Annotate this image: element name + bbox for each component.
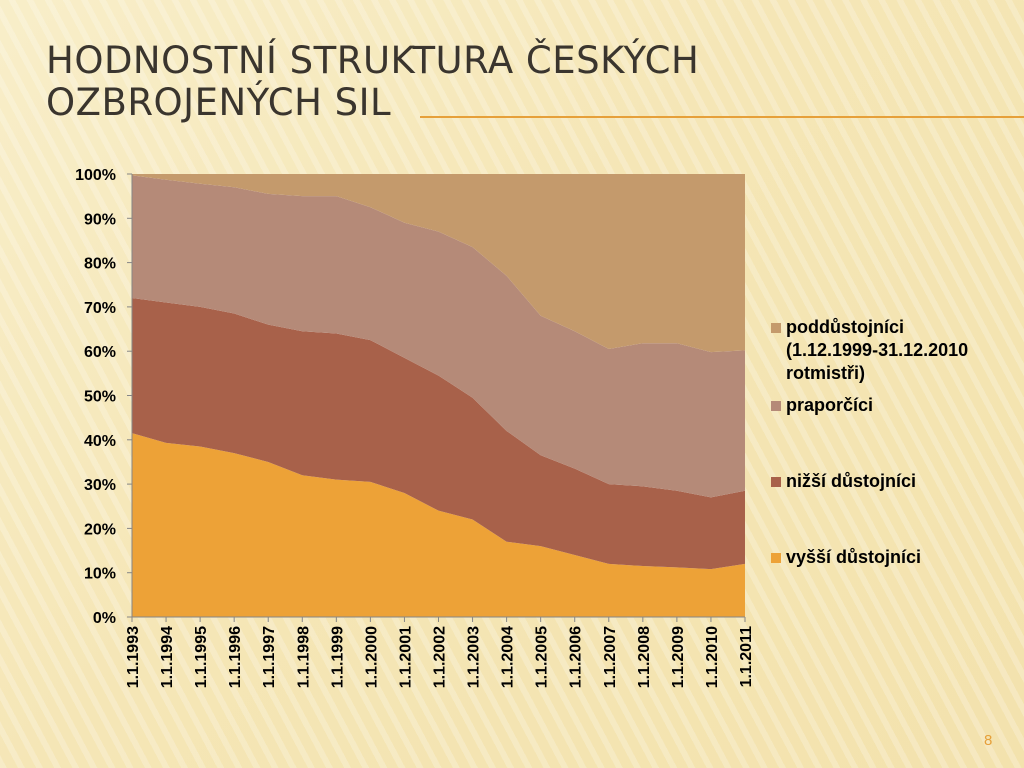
y-tick-label: 40% — [84, 433, 116, 450]
y-tick-label: 80% — [84, 256, 116, 273]
x-tick-label: 1.1.1997 — [261, 626, 278, 688]
x-tick-label: 1.1.2006 — [568, 626, 585, 688]
x-tick-label: 1.1.2009 — [670, 626, 687, 688]
x-tick-label: 1.1.2001 — [397, 626, 414, 688]
x-tick-label: 1.1.2011 — [738, 626, 755, 688]
x-tick-label: 1.1.1995 — [193, 626, 210, 688]
x-tick-label: 1.1.2010 — [704, 626, 721, 688]
y-tick-label: 60% — [84, 344, 116, 361]
y-tick-label: 20% — [84, 521, 116, 538]
x-tick-label: 1.1.2002 — [432, 626, 449, 688]
y-tick-label: 50% — [84, 389, 116, 406]
legend-swatch — [771, 323, 781, 333]
title-underline — [420, 116, 1024, 118]
x-tick-label: 1.1.2008 — [636, 626, 653, 688]
y-tick-label: 90% — [84, 211, 116, 228]
area-series-2 — [132, 298, 745, 570]
legend-label: rotmistři) — [786, 363, 865, 383]
page-number: 8 — [984, 732, 993, 749]
legend-swatch — [771, 553, 781, 563]
x-tick-label: 1.1.2000 — [363, 626, 380, 688]
slide-title: HODNOSTNÍ STRUKTURA ČESKÝCH OZBROJENÝCH … — [46, 40, 806, 124]
y-tick-label: 30% — [84, 477, 116, 494]
x-tick-label: 1.1.2005 — [534, 626, 551, 688]
y-tick-label: 100% — [75, 167, 116, 184]
x-tick-label: 1.1.2004 — [500, 626, 517, 688]
axes-group: 0% 10% 20% 30% 40% 50% 60% 70% 80% 90% 100% 1.1.199… — [75, 167, 755, 688]
legend-swatch — [771, 401, 781, 411]
legend-label: vyšší důstojníci — [786, 547, 921, 567]
y-tick-label: 70% — [84, 300, 116, 317]
x-tick-label: 1.1.2007 — [602, 626, 619, 688]
area-series-group — [132, 174, 745, 617]
slide-title-line-1: HODNOSTNÍ STRUKTURA ČESKÝCH — [46, 39, 700, 82]
x-tick-label: 1.1.2003 — [466, 626, 483, 688]
legend-label: (1.12.1999-31.12.2010 — [786, 340, 968, 360]
legend-label: poddůstojníci — [786, 317, 904, 337]
x-tick-label: 1.1.1996 — [227, 626, 244, 688]
x-tick-label: 1.1.1994 — [159, 626, 176, 688]
slide-title-line-2: OZBROJENÝCH SIL — [46, 81, 392, 124]
area-series-3 — [132, 175, 745, 498]
legend-label: praporčíci — [786, 395, 873, 415]
area-series-4 — [132, 174, 745, 353]
legend: poddůstojníci (1.12.1999-31.12.2010 rotmis… — [771, 317, 968, 567]
x-tick-label: 1.1.1993 — [125, 626, 142, 688]
y-tick-label: 0% — [93, 610, 116, 627]
area-series-1 — [132, 433, 745, 617]
x-tick-label: 1.1.1998 — [295, 626, 312, 688]
legend-label: nižší důstojníci — [786, 471, 916, 491]
legend-swatch — [771, 477, 781, 487]
x-tick-label: 1.1.1999 — [329, 626, 346, 688]
y-tick-label: 10% — [84, 566, 116, 583]
